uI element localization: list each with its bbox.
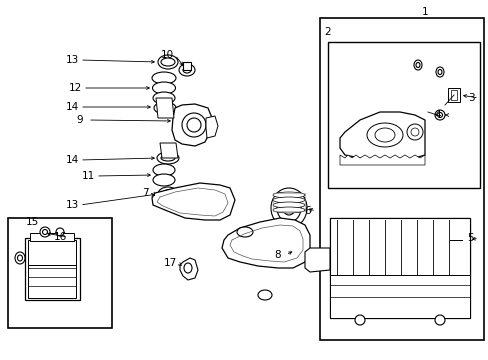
Ellipse shape xyxy=(272,207,305,213)
Text: 12: 12 xyxy=(68,83,81,93)
Text: 13: 13 xyxy=(65,55,79,65)
Ellipse shape xyxy=(406,124,422,140)
Ellipse shape xyxy=(270,188,306,228)
Bar xyxy=(447,88,459,102)
Ellipse shape xyxy=(272,192,305,198)
Ellipse shape xyxy=(272,202,305,208)
Text: 17: 17 xyxy=(163,258,176,268)
Bar xyxy=(327,42,479,188)
Ellipse shape xyxy=(435,67,443,77)
Text: 14: 14 xyxy=(65,102,79,112)
Ellipse shape xyxy=(437,69,441,75)
Ellipse shape xyxy=(183,263,192,273)
Ellipse shape xyxy=(152,72,176,84)
Text: 3: 3 xyxy=(467,93,473,103)
Bar xyxy=(329,218,469,278)
Text: 6: 6 xyxy=(304,206,311,216)
Ellipse shape xyxy=(158,187,178,201)
Bar xyxy=(28,240,76,265)
Bar xyxy=(8,218,112,328)
Polygon shape xyxy=(305,248,329,272)
Ellipse shape xyxy=(40,227,50,237)
Ellipse shape xyxy=(272,197,305,203)
Polygon shape xyxy=(222,218,309,268)
Ellipse shape xyxy=(158,105,172,111)
Text: 11: 11 xyxy=(81,171,95,181)
Text: 13: 13 xyxy=(65,200,79,210)
Text: 15: 15 xyxy=(25,217,39,227)
Ellipse shape xyxy=(237,227,252,237)
Ellipse shape xyxy=(186,118,201,132)
Polygon shape xyxy=(339,155,424,165)
Ellipse shape xyxy=(179,64,195,76)
Text: 9: 9 xyxy=(77,115,83,125)
Ellipse shape xyxy=(42,230,47,234)
Ellipse shape xyxy=(283,201,294,215)
Ellipse shape xyxy=(276,194,301,222)
Polygon shape xyxy=(339,112,424,162)
Bar xyxy=(183,62,191,70)
Bar xyxy=(319,18,483,340)
Polygon shape xyxy=(180,258,198,280)
Ellipse shape xyxy=(410,128,418,136)
Text: 16: 16 xyxy=(53,232,66,242)
Bar xyxy=(272,193,305,211)
Text: 5: 5 xyxy=(467,233,473,243)
Ellipse shape xyxy=(158,55,178,69)
Ellipse shape xyxy=(153,92,175,104)
Text: 8: 8 xyxy=(274,250,281,260)
Ellipse shape xyxy=(18,255,22,261)
Ellipse shape xyxy=(161,155,175,161)
Ellipse shape xyxy=(161,58,175,66)
Bar xyxy=(28,265,76,298)
Text: 10: 10 xyxy=(160,50,173,60)
Ellipse shape xyxy=(366,123,402,147)
Text: 14: 14 xyxy=(65,155,79,165)
Polygon shape xyxy=(152,183,235,220)
Polygon shape xyxy=(156,98,174,118)
Ellipse shape xyxy=(153,164,175,176)
Polygon shape xyxy=(205,116,218,138)
Ellipse shape xyxy=(162,190,174,198)
Text: 2: 2 xyxy=(324,27,331,37)
Text: 1: 1 xyxy=(421,7,427,17)
Ellipse shape xyxy=(434,315,444,325)
Bar xyxy=(329,218,469,318)
Ellipse shape xyxy=(374,128,394,142)
Ellipse shape xyxy=(183,67,191,73)
Ellipse shape xyxy=(182,113,205,137)
Ellipse shape xyxy=(157,152,179,164)
Ellipse shape xyxy=(415,63,419,68)
Ellipse shape xyxy=(437,112,442,117)
Ellipse shape xyxy=(434,110,444,120)
Ellipse shape xyxy=(153,174,175,186)
Bar xyxy=(450,90,456,100)
Ellipse shape xyxy=(354,315,364,325)
Text: 4: 4 xyxy=(434,110,440,120)
Polygon shape xyxy=(172,104,212,146)
Bar xyxy=(329,275,469,318)
Ellipse shape xyxy=(154,102,176,114)
Ellipse shape xyxy=(56,228,64,236)
Ellipse shape xyxy=(152,82,175,94)
Ellipse shape xyxy=(258,290,271,300)
Text: 7: 7 xyxy=(142,188,148,198)
Bar xyxy=(30,233,74,241)
Bar xyxy=(25,238,80,300)
Polygon shape xyxy=(160,143,178,158)
Ellipse shape xyxy=(15,252,25,264)
Ellipse shape xyxy=(413,60,421,70)
